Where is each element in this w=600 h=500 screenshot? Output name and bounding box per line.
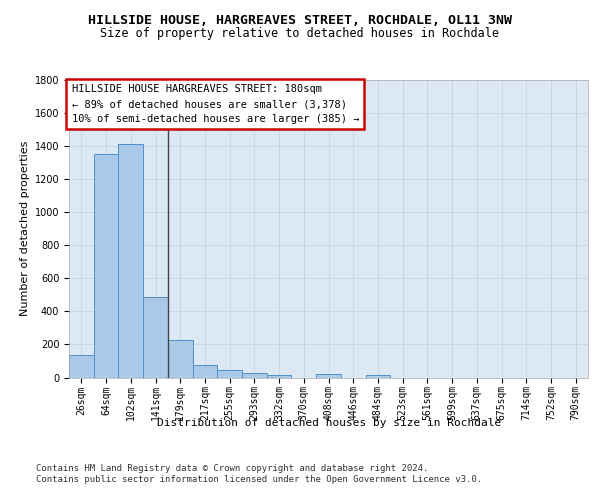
Y-axis label: Number of detached properties: Number of detached properties xyxy=(20,141,31,316)
Text: HILLSIDE HOUSE HARGREAVES STREET: 180sqm
← 89% of detached houses are smaller (3: HILLSIDE HOUSE HARGREAVES STREET: 180sqm… xyxy=(71,84,359,124)
Text: Size of property relative to detached houses in Rochdale: Size of property relative to detached ho… xyxy=(101,26,499,40)
Text: HILLSIDE HOUSE, HARGREAVES STREET, ROCHDALE, OL11 3NW: HILLSIDE HOUSE, HARGREAVES STREET, ROCHD… xyxy=(88,14,512,28)
Bar xyxy=(193,364,217,378)
Bar xyxy=(94,154,118,378)
Bar xyxy=(143,296,168,378)
Bar xyxy=(242,373,267,378)
Bar xyxy=(69,355,94,378)
Bar xyxy=(217,370,242,378)
Text: Contains HM Land Registry data © Crown copyright and database right 2024.
Contai: Contains HM Land Registry data © Crown c… xyxy=(36,464,482,483)
Bar xyxy=(316,374,341,378)
Bar xyxy=(168,340,193,378)
Bar xyxy=(118,144,143,378)
Bar xyxy=(267,375,292,378)
Text: Distribution of detached houses by size in Rochdale: Distribution of detached houses by size … xyxy=(157,418,501,428)
Bar xyxy=(365,375,390,378)
